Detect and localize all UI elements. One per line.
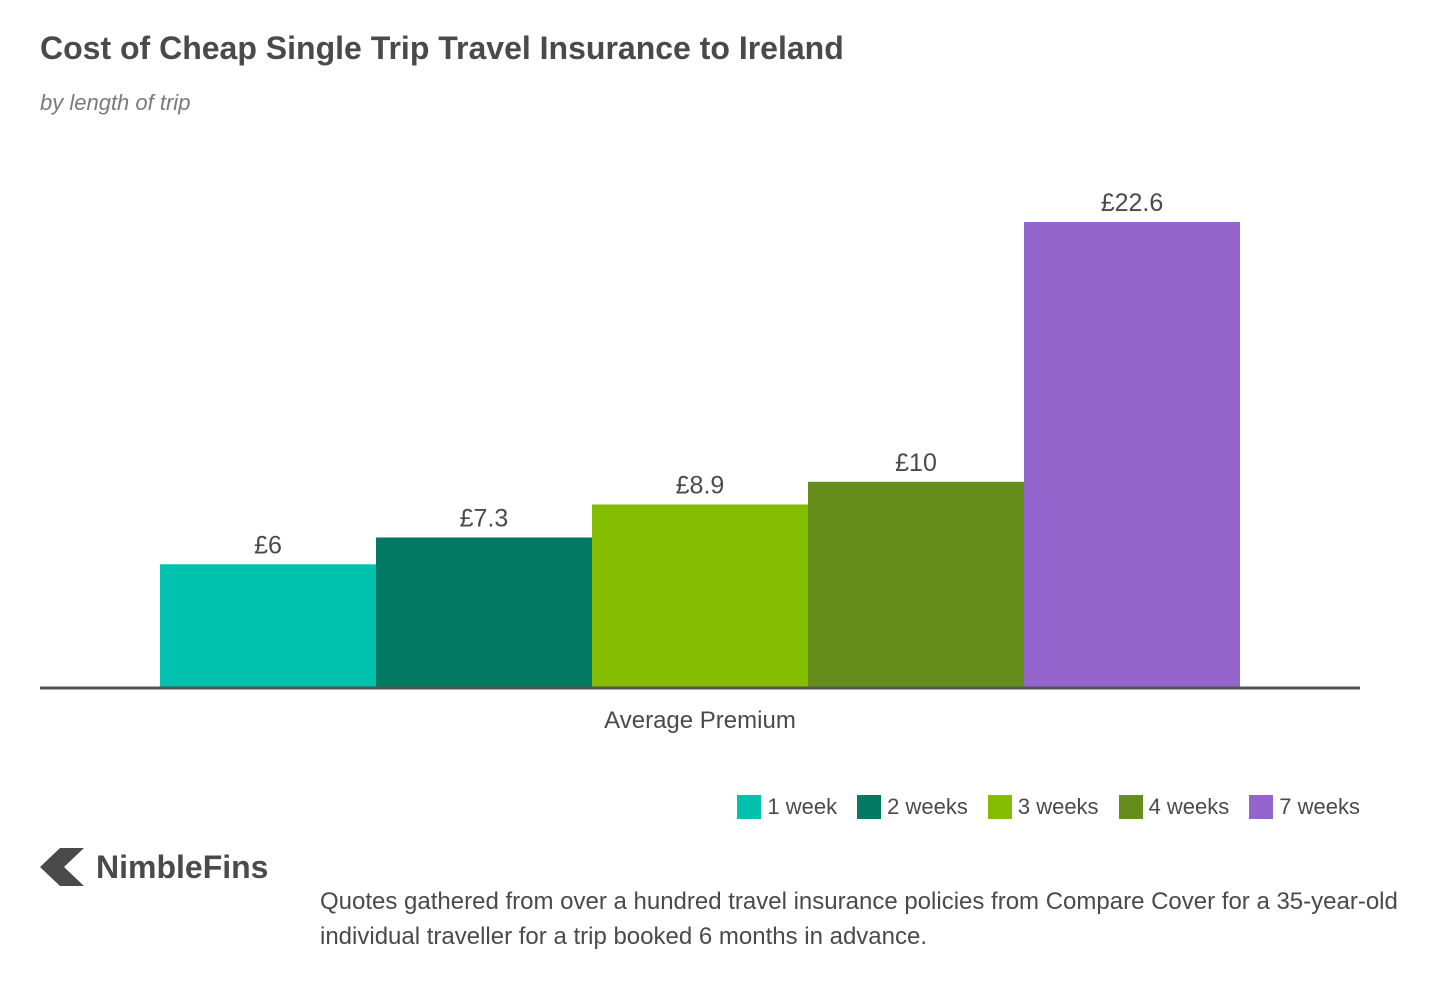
bar-7-weeks <box>1024 222 1240 688</box>
bar-2-weeks <box>376 537 592 688</box>
legend-label: 1 week <box>767 794 838 819</box>
bar-1-week <box>160 564 376 688</box>
footnote: Quotes gathered from over a hundred trav… <box>320 888 1398 950</box>
legend-item-2-weeks: 2 weeks <box>857 794 968 820</box>
value-labels-group: £6 £7.3 £8.9 £10 £22.6 <box>254 189 1163 559</box>
legend-label: 4 weeks <box>1148 794 1230 819</box>
legend-item-1-week: 1 week <box>737 794 837 820</box>
bar-3-weeks <box>592 504 808 688</box>
legend-swatch <box>857 795 882 819</box>
value-label-4-weeks: £10 <box>895 449 937 477</box>
nimblefins-logo-icon <box>40 848 84 886</box>
value-label-7-weeks: £22.6 <box>1101 189 1164 217</box>
brand-name: NimbleFins <box>96 848 269 885</box>
legend: 1 week 2 weeks 3 weeks 4 weeks 7 weeks <box>737 794 1360 820</box>
x-category-label: Average Premium <box>604 707 796 734</box>
legend-item-3-weeks: 3 weeks <box>987 794 1099 820</box>
legend-swatch <box>737 795 762 819</box>
brand: NimbleFins <box>40 848 268 886</box>
legend-swatch <box>987 795 1012 819</box>
bars-group <box>160 222 1240 688</box>
value-label-1-week: £6 <box>254 531 282 559</box>
chart-title: Cost of Cheap Single Trip Travel Insuran… <box>40 30 844 66</box>
legend-item-7-weeks: 7 weeks <box>1249 794 1360 820</box>
legend-label: 3 weeks <box>1017 794 1099 819</box>
legend-item-4-weeks: 4 weeks <box>1118 794 1230 820</box>
bar-chart: £6 £7.3 £8.9 £10 £22.6 Average Premium <box>40 189 1360 734</box>
legend-label: 7 weeks <box>1279 794 1360 819</box>
value-label-2-weeks: £7.3 <box>460 504 509 532</box>
legend-swatch <box>1118 795 1143 819</box>
value-label-3-weeks: £8.9 <box>676 471 725 499</box>
chart-subtitle: by length of trip <box>40 90 191 115</box>
legend-swatch <box>1249 795 1274 819</box>
bar-4-weeks <box>808 481 1024 688</box>
legend-label: 2 weeks <box>887 794 968 819</box>
